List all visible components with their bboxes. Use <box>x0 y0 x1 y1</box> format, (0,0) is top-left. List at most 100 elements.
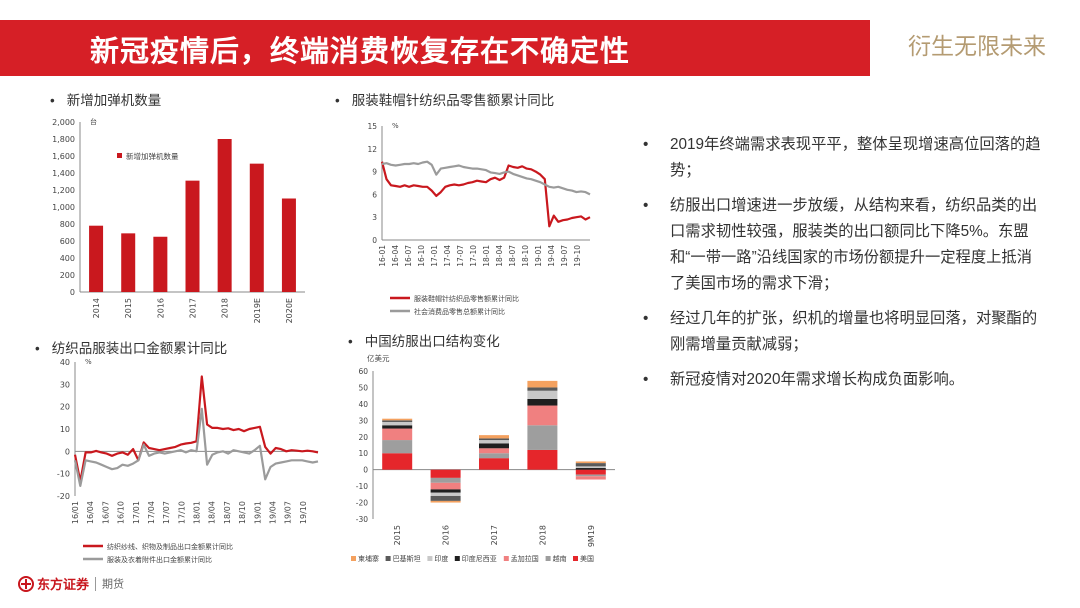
legend-label: 印度尼西亚 <box>462 554 497 563</box>
summary-bullet: • 经过几年的扩张，织机的增量也将明显回落，对聚酯的刚需增量贡献减弱； <box>643 306 1043 358</box>
x-tick-label: 18-04 <box>495 245 504 267</box>
legend-label: 服装鞋帽针纺织品零售额累计同比 <box>414 294 519 303</box>
company-name: 东方证券 <box>37 577 90 592</box>
bar-segment <box>527 449 558 470</box>
legend-swatch <box>385 556 391 561</box>
x-tick-label: 19-01 <box>534 245 543 267</box>
chart-title-looms-text: 新增加弹机数量 <box>66 93 162 108</box>
y-tick-label: 800 <box>60 220 75 229</box>
y-tick-label: 12 <box>367 145 377 154</box>
bar-segment <box>430 482 461 490</box>
chart-title-retail-text: 服装鞋帽针纺织品零售额累计同比 <box>351 93 555 108</box>
y-tick-label: 30 <box>358 416 368 425</box>
x-tick-label: 16-04 <box>391 245 400 267</box>
bar <box>217 139 232 292</box>
y-tick-label: 20 <box>60 403 70 412</box>
legend-label: 美国 <box>580 554 594 563</box>
company-logo: 东方证券 期货 <box>18 574 124 596</box>
y-tick-label: 6 <box>372 190 377 199</box>
chart-title-looms: • 新增加弹机数量 <box>50 89 161 109</box>
bar-segment <box>382 418 413 421</box>
legend-label: 孟加拉国 <box>511 554 539 563</box>
bullet-dot: • <box>348 334 353 349</box>
title-bar: 新冠疫情后，终端消费恢复存在不确定性 <box>0 20 870 76</box>
page-title: 新冠疫情后，终端消费恢复存在不确定性 <box>90 36 631 68</box>
x-tick-label: 18/01 <box>193 501 202 524</box>
logo-divider <box>95 576 97 591</box>
summary-bullets: • 2019年终端需求表现平平，整体呈现增速高位回落的趋势； • 纺服出口增速进一步… <box>643 132 1043 402</box>
y-tick-label: 40 <box>60 358 70 367</box>
y-tick-label: 1,000 <box>52 203 75 212</box>
y-tick-label: 30 <box>60 380 70 389</box>
summary-bullet-text: 2019年终端需求表现平平，整体呈现增速高位回落的趋势； <box>670 136 1041 179</box>
bar-segment <box>430 489 461 493</box>
chart-looms: 0 200 400 600 800 1,000 1,200 1,400 1,600 1,800 2,… <box>52 117 305 323</box>
bar-segment <box>527 390 558 399</box>
x-tick-label: 19-10 <box>573 245 582 267</box>
legend-swatch <box>117 153 122 158</box>
bar-segment <box>479 440 509 444</box>
x-tick-label: 2018 <box>538 525 547 545</box>
y-tick-label: 20 <box>358 433 368 442</box>
bar <box>153 236 168 292</box>
legend-swatch <box>427 556 433 561</box>
brand-slogan: 衍生无限未来 <box>908 33 1046 59</box>
y-tick-label: 0 <box>70 288 75 297</box>
x-tick-label: 19/07 <box>284 501 293 524</box>
y-tick-label: -10 <box>57 470 70 479</box>
x-tick-label: 2015 <box>393 525 402 545</box>
y-tick-label: 3 <box>372 213 377 222</box>
y-tick-label: -10 <box>356 482 368 491</box>
bar-segment <box>430 492 461 496</box>
x-tick-label: 17/07 <box>162 501 171 524</box>
x-tick-label: 19-04 <box>547 245 556 267</box>
legend-label: 巴基斯坦 <box>393 554 421 563</box>
division-label: 期货 <box>102 578 125 591</box>
x-tick-label: 17/01 <box>132 501 141 524</box>
x-tick-label: 2015 <box>124 298 133 318</box>
bar-segment <box>479 448 509 454</box>
x-tick-label: 16/07 <box>101 501 110 524</box>
bar <box>121 233 136 292</box>
legend-label: 越南 <box>553 554 567 563</box>
bullet-dot: • <box>643 136 649 153</box>
x-tick-label: 16/04 <box>86 501 95 524</box>
x-tick-label: 2017 <box>490 525 499 545</box>
bar-segment <box>382 421 413 426</box>
bar-segment <box>430 469 461 478</box>
y-tick-label: 50 <box>358 383 368 392</box>
y-tick-label: 0 <box>65 447 70 456</box>
x-tick-label: 9M19 <box>587 525 596 547</box>
legend-label: 纺织纱线、织物及制品出口金额累计同比 <box>107 542 233 551</box>
x-tick-label: 2016 <box>442 525 451 545</box>
y-tick-label: 2,000 <box>52 118 75 127</box>
y-tick-label: 1,800 <box>52 135 75 144</box>
bar <box>249 163 264 292</box>
bar-segment <box>575 463 606 467</box>
unit-label: 亿美元 <box>367 353 390 363</box>
bar-segment <box>430 495 461 501</box>
x-tick-label: 17-10 <box>469 245 478 267</box>
x-tick-label: 2016 <box>156 298 165 318</box>
bar-segment <box>575 474 606 477</box>
y-tick-label: 0 <box>363 466 368 475</box>
legend-label: 服装及衣着附件出口金额累计同比 <box>107 555 212 564</box>
chart-title-exports-text: 纺织品服装出口金额累计同比 <box>51 341 228 356</box>
y-tick-label: -20 <box>57 492 70 501</box>
bar-segment <box>382 425 413 429</box>
x-tick-label: 17-04 <box>443 245 452 267</box>
bar-segment <box>382 428 413 441</box>
summary-bullet-text: 纺服出口增速进一步放缓，从结构来看，纺织品类的出口需求韧性较强，服装类的出口额同… <box>670 197 1038 292</box>
bar <box>185 180 200 292</box>
bar-segment <box>479 443 509 449</box>
summary-bullet-text: 新冠疫情对2020年需求增长构成负面影响。 <box>670 371 965 388</box>
bar-segment <box>575 476 606 480</box>
x-tick-label: 18-01 <box>482 245 491 267</box>
y-tick-label: 10 <box>358 449 368 458</box>
chart-title-exports: • 纺织品服装出口金额累计同比 <box>35 337 227 357</box>
x-tick-label: 2014 <box>92 298 101 318</box>
summary-bullet-text: 经过几年的扩张，织机的增量也将明显回落，对聚酯的刚需增量贡献减弱； <box>670 310 1038 353</box>
x-tick-label: 2020E <box>285 298 294 323</box>
bar-segment <box>527 380 558 388</box>
y-tick-label: 0 <box>372 236 377 245</box>
